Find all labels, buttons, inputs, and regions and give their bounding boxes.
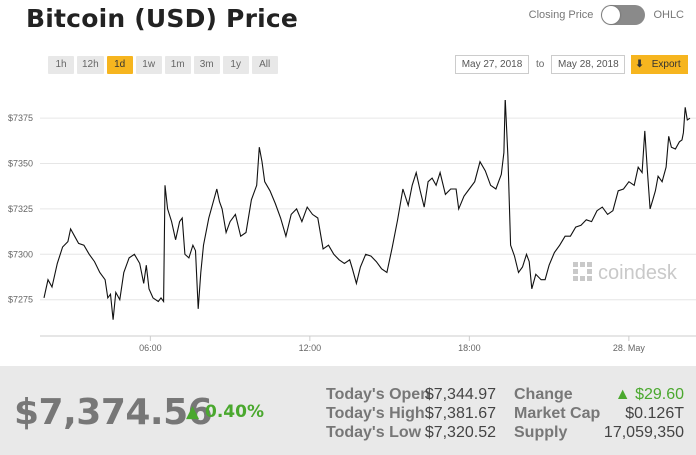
chart-grid xyxy=(40,117,696,337)
y-tick-label: $7275 xyxy=(8,295,33,305)
market-cap-label: Market Cap xyxy=(514,405,601,422)
up-arrow-icon: ▲ xyxy=(614,386,631,403)
range-3m[interactable]: 3m xyxy=(193,56,220,74)
x-tick-label: 18:00 xyxy=(458,343,481,353)
toggle-knob xyxy=(602,6,621,24)
x-tick-label: 12:00 xyxy=(299,343,322,353)
chart-mode-toggle[interactable]: Closing Price OHLC xyxy=(529,5,684,25)
today-low-value: $7,320.52 xyxy=(424,424,496,441)
today-open-label: Today's Open xyxy=(326,386,430,403)
coindesk-logo-icon xyxy=(573,262,592,281)
change-label: Change xyxy=(514,386,573,403)
change-amount: $29.60 xyxy=(635,386,684,403)
today-low-label: Today's Low xyxy=(326,424,422,441)
range-1d[interactable]: 1d xyxy=(106,56,133,74)
price-chart[interactable]: $7275 $7300 $7325 $7350 $7375 06:00 12:00 18:0… xyxy=(0,100,696,360)
time-range-selector: 1h 12h 1d 1w 1m 3m 1y All xyxy=(48,56,278,74)
price-line xyxy=(43,100,691,320)
today-open-value: $7,344.97 xyxy=(424,386,496,403)
supply-value: 17,059,350 xyxy=(603,424,684,441)
toggle-switch[interactable] xyxy=(601,5,646,25)
download-arrow-icon: ⬇ xyxy=(635,59,644,70)
percent-change-value: 0.40% xyxy=(205,402,264,422)
toggle-label-closing-price: Closing Price xyxy=(528,9,594,21)
range-1y[interactable]: 1y xyxy=(222,56,249,74)
x-axis-ticks: 06:00 12:00 18:00 28. May xyxy=(139,336,645,353)
today-high-label: Today's High xyxy=(326,405,425,422)
range-1m[interactable]: 1m xyxy=(164,56,191,74)
toggle-label-ohlc: OHLC xyxy=(653,9,684,21)
export-button[interactable]: ⬇ Export xyxy=(631,55,689,74)
today-high-value: $7,381.67 xyxy=(424,405,496,422)
supply-label: Supply xyxy=(514,424,568,441)
range-1w[interactable]: 1w xyxy=(135,56,162,74)
up-arrow-icon: ▲ xyxy=(186,402,200,422)
current-price: $7,374.56 xyxy=(14,392,213,433)
change-value: ▲ $29.60 xyxy=(615,386,684,404)
watermark-text: coindesk xyxy=(598,262,678,284)
x-tick-label: 28. May xyxy=(613,343,646,353)
range-all[interactable]: All xyxy=(251,56,278,74)
stats-panel: $7,374.56 ▲ 0.40% Today's Open $7,344.97… xyxy=(0,366,696,455)
market-cap-value: $0.126T xyxy=(625,405,684,422)
range-12h[interactable]: 12h xyxy=(77,56,104,74)
y-axis-ticks: $7275 $7300 $7325 $7350 $7375 xyxy=(8,113,33,305)
x-tick-label: 06:00 xyxy=(139,343,162,353)
date-to-label: to xyxy=(536,59,545,70)
date-to-input[interactable]: May 28, 2018 xyxy=(551,55,626,74)
coindesk-watermark: coindesk xyxy=(573,262,678,284)
y-tick-label: $7300 xyxy=(8,249,33,259)
date-range: May 27, 2018 to May 28, 2018 ⬇ Export xyxy=(455,55,689,74)
y-tick-label: $7350 xyxy=(8,159,33,169)
percent-change: ▲ 0.40% xyxy=(186,402,264,422)
export-label: Export xyxy=(651,59,681,70)
range-1h[interactable]: 1h xyxy=(48,56,74,74)
y-tick-label: $7375 xyxy=(8,113,33,123)
page-title: Bitcoin (USD) Price xyxy=(26,4,299,33)
date-from-input[interactable]: May 27, 2018 xyxy=(455,55,529,74)
y-tick-label: $7325 xyxy=(8,204,33,214)
